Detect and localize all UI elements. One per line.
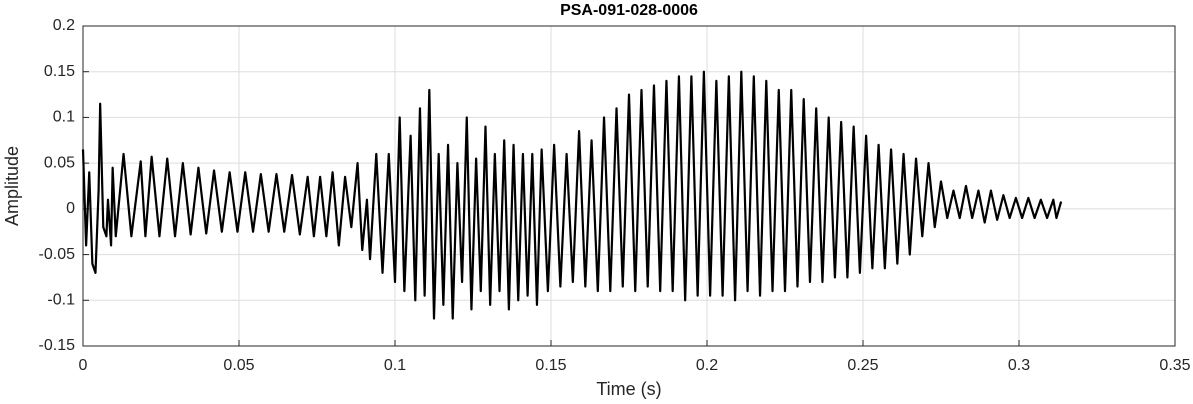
y-tick-label: 0.2: [53, 17, 75, 34]
x-tick-label: 0.2: [696, 357, 718, 374]
x-tick-label: 0.35: [1159, 357, 1190, 374]
y-tick-label: 0.05: [44, 154, 75, 171]
x-tick-label: 0.3: [1008, 357, 1030, 374]
chart-title: PSA-091-028-0006: [560, 2, 698, 19]
y-axis-label: Amplitude: [2, 146, 22, 226]
plot-area: [83, 26, 1175, 346]
y-tick-label: 0: [66, 200, 75, 217]
y-tick-label: 0.15: [44, 63, 75, 80]
x-tick-label: 0.25: [847, 357, 878, 374]
y-tick-label: -0.1: [47, 292, 75, 309]
y-tick-label: 0.1: [53, 109, 75, 126]
x-axis-label: Time (s): [596, 379, 661, 399]
x-tick-label: 0.15: [535, 357, 566, 374]
x-tick-label: 0: [79, 357, 88, 374]
x-tick-label: 0.1: [384, 357, 406, 374]
x-tick-label: 0.05: [223, 357, 254, 374]
plot-frame: [82, 25, 1176, 347]
y-tick-label: -0.15: [39, 337, 76, 354]
waveform-line: [81, 70, 1063, 320]
y-tick-label: -0.05: [39, 246, 76, 263]
